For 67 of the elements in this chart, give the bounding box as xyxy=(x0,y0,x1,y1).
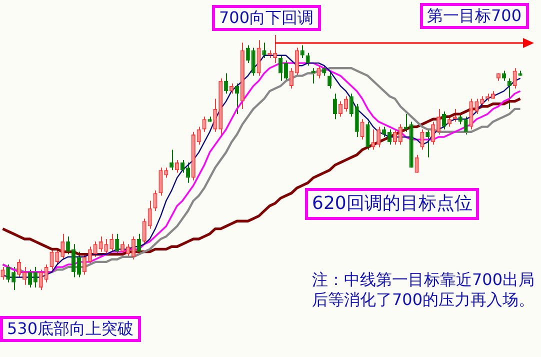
candlestick xyxy=(115,233,120,255)
candlestick xyxy=(366,121,370,150)
candlestick xyxy=(328,70,332,90)
candlestick xyxy=(502,70,506,82)
candlestick xyxy=(148,200,152,230)
candlestick xyxy=(262,42,266,58)
candlestick xyxy=(234,82,240,115)
annotation: 注：中线第一目标靠近700出局后等消化了700的压力再入场。 xyxy=(312,270,536,310)
candlestick xyxy=(93,241,98,258)
candlestick xyxy=(371,128,376,150)
candlestick xyxy=(142,218,146,245)
candlestick xyxy=(170,149,174,171)
candlestick xyxy=(50,248,54,270)
candlestick xyxy=(426,128,430,158)
candlestick xyxy=(306,52,310,66)
candlestick xyxy=(464,116,468,135)
candlestick xyxy=(414,154,419,174)
candlestick xyxy=(202,116,206,132)
candlestick xyxy=(175,159,180,174)
candlestick xyxy=(44,264,48,283)
candlestick xyxy=(158,167,163,196)
candlestick xyxy=(98,236,103,252)
candlestick xyxy=(447,116,452,128)
candlestick xyxy=(300,44,304,58)
candlestick xyxy=(88,246,92,265)
candlestick xyxy=(360,118,364,140)
text: 530底部向上突破 xyxy=(0,316,141,342)
candlestick xyxy=(458,114,462,125)
candlestick xyxy=(229,82,234,94)
candlestick xyxy=(273,34,278,64)
candlestick xyxy=(153,190,158,212)
candlestick xyxy=(196,126,201,146)
candlestick xyxy=(213,98,218,132)
candlestick xyxy=(246,44,250,64)
candlestick xyxy=(311,68,316,84)
candlestick xyxy=(507,78,512,110)
candlestick xyxy=(512,68,517,90)
candlestick xyxy=(442,111,446,130)
candlestick xyxy=(110,233,114,252)
candlestick xyxy=(12,266,16,290)
candlestick xyxy=(6,264,10,283)
candlestick xyxy=(322,65,326,76)
candlestick xyxy=(316,65,321,79)
candlestick xyxy=(256,40,261,76)
candlestick xyxy=(66,236,70,255)
candlestick xyxy=(164,167,168,178)
candlestick xyxy=(354,103,359,138)
candlestick xyxy=(474,98,479,115)
candlestick xyxy=(376,126,381,148)
text: 700向下回调 xyxy=(212,5,321,31)
candlestick xyxy=(251,47,256,76)
candlestick xyxy=(480,96,484,107)
candlestick xyxy=(420,128,424,150)
candlestick xyxy=(349,93,354,118)
candlestick xyxy=(469,98,474,130)
candlestick xyxy=(431,121,436,146)
annotation: 620回调的目标点位 xyxy=(305,188,480,220)
candlestick xyxy=(82,254,86,276)
candlestick xyxy=(0,266,5,280)
candlestick xyxy=(60,233,65,260)
candlestick xyxy=(436,108,441,135)
text: 第一目标700 xyxy=(420,3,529,29)
candlestick xyxy=(55,248,60,265)
candlestick xyxy=(333,93,338,120)
candlestick xyxy=(104,238,108,255)
candlestick xyxy=(38,269,43,290)
candlestick xyxy=(224,72,228,94)
